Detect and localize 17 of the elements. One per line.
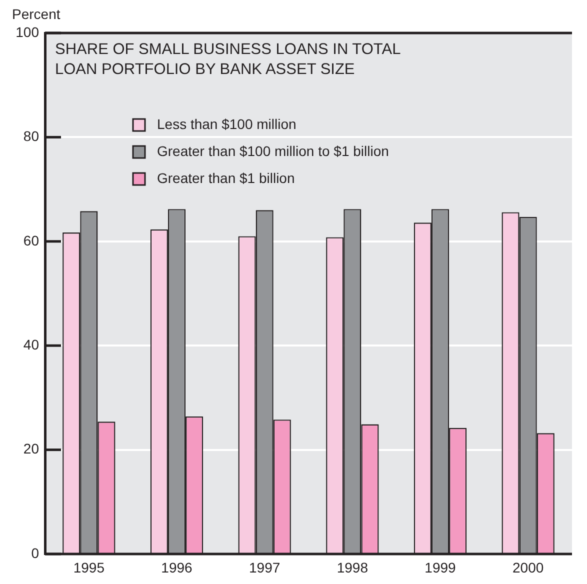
x-tick-label: 1997 [249, 559, 280, 576]
y-tick-label: 40 [23, 336, 40, 352]
x-tick-label: 1999 [424, 559, 456, 576]
y-tick-label: 80 [23, 128, 40, 144]
x-tick-label: 1995 [73, 559, 105, 576]
y-axis-title: Percent [12, 6, 60, 22]
x-tick-label: 2000 [512, 559, 544, 576]
legend-label: Greater than $100 million to $1 billion [157, 142, 389, 159]
y-tick-label: 20 [23, 440, 40, 457]
x-tick-label: 1998 [336, 559, 368, 576]
text: SHARE OF SMALL BUSINESS LOANS IN TOTAL LOAN PORTFOLIO BY BANK ASSET SIZE [55, 40, 401, 80]
y-tick-label: 100 [16, 24, 40, 40]
legend-label: Less than $100 million [157, 116, 296, 132]
legend-label: Greater than $1 billion [157, 170, 295, 186]
y-tick-label: 60 [23, 232, 40, 248]
x-tick-label: 1996 [161, 559, 193, 576]
y-tick-label: 0 [31, 544, 40, 561]
